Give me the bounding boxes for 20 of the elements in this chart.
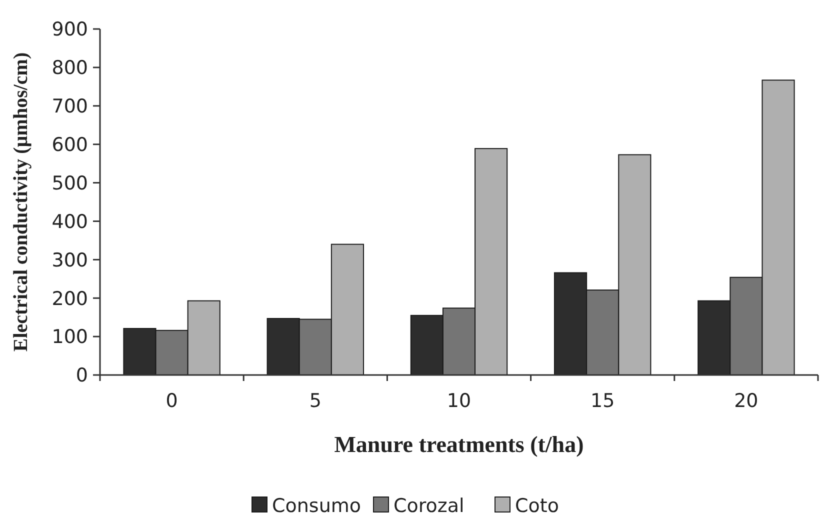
legend-label: Consumo (272, 495, 362, 517)
x-tick-label: 20 (734, 390, 758, 412)
x-axis-title: Manure treatments (t/ha) (334, 432, 584, 457)
y-tick-label: 700 (52, 96, 88, 118)
y-tick-label: 800 (52, 57, 88, 80)
y-tick-label: 900 (52, 18, 88, 41)
y-tick-label: 400 (52, 210, 88, 233)
x-tick-label: 10 (446, 390, 472, 412)
legend-label: Coto (515, 495, 559, 517)
x-tick-label: 0 (166, 390, 178, 412)
x-tick-label: 5 (309, 390, 322, 412)
y-axis-title: Electrical conductivity (µmhos/cm) (10, 52, 32, 352)
y-tick-label: 0 (76, 364, 88, 387)
y-tick-label: 500 (52, 172, 88, 194)
x-tick-label: 15 (590, 390, 615, 412)
y-tick-label: 100 (52, 326, 88, 348)
y-tick-label: 200 (52, 288, 88, 310)
y-tick-label: 600 (52, 134, 88, 156)
y-tick-label: 300 (52, 249, 88, 272)
legend-label: Corozal (394, 495, 464, 517)
